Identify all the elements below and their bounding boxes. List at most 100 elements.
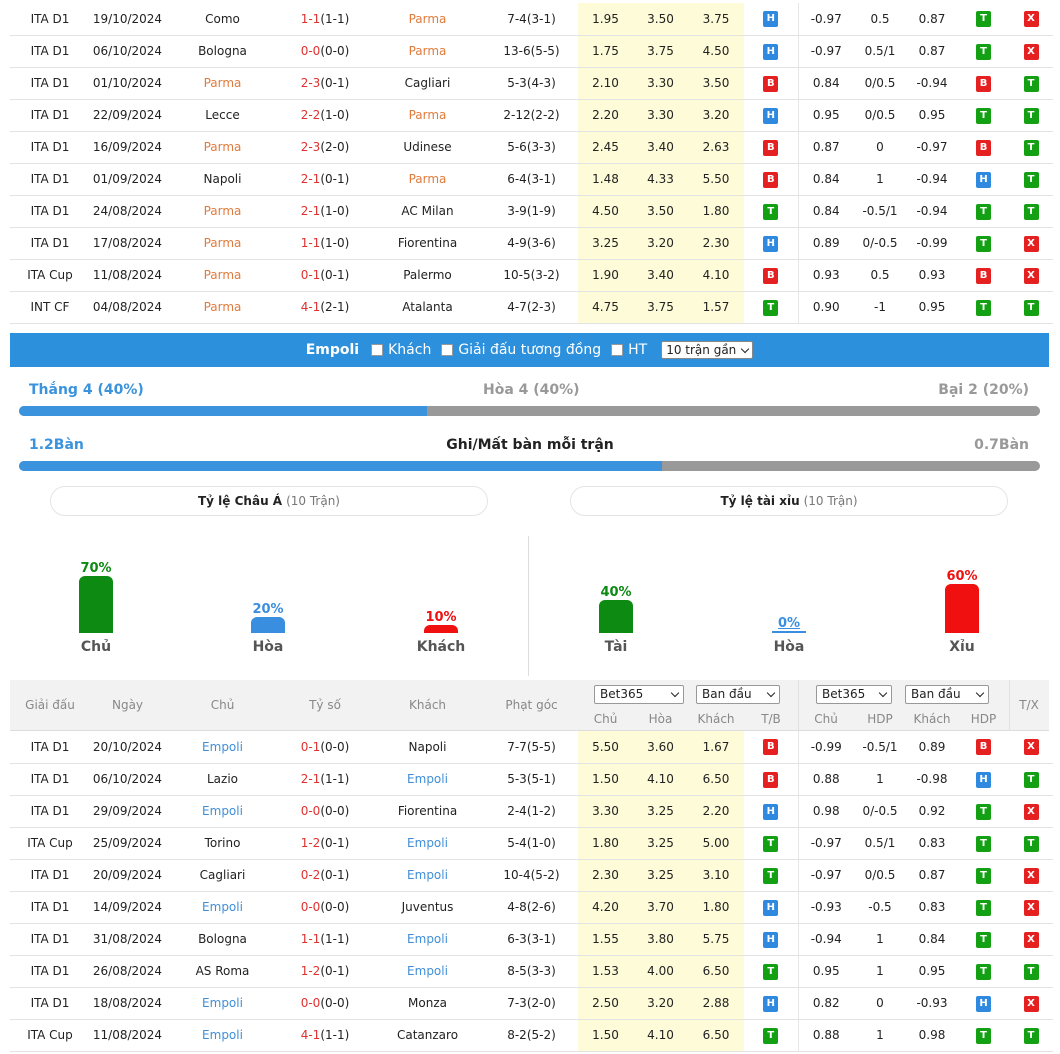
home-team-cell[interactable]: Empoli [165, 987, 280, 1020]
result-badge: H [976, 995, 991, 1012]
match-row[interactable]: ITA D1 22/09/2024 Lecce 2-2(1-0) Parma 2-12(2… [10, 99, 1053, 132]
odds-draw-cell: 3.25 [633, 859, 688, 892]
match-row[interactable]: ITA D1 06/10/2024 Bologna 0-0(0-0) Parma 13-6… [10, 35, 1053, 68]
away-team-cell[interactable]: Palermo [370, 259, 485, 292]
score-cell[interactable]: 2-1(0-1) [280, 163, 370, 196]
away-team-cell[interactable]: Atalanta [370, 291, 485, 324]
score-cell[interactable]: 2-3(0-1) [280, 67, 370, 100]
score-cell[interactable]: 2-1(1-1) [280, 763, 370, 796]
away-team-cell[interactable]: Catanzaro [370, 1019, 485, 1052]
score-cell[interactable]: 0-1(0-0) [280, 731, 370, 764]
away-team-cell[interactable]: Cagliari [370, 67, 485, 100]
odds-home-cell: 4.20 [578, 891, 633, 924]
away-filter[interactable]: Khách [371, 342, 431, 358]
away-team-cell[interactable]: Fiorentina [370, 795, 485, 828]
away-team-cell[interactable]: Empoli [370, 763, 485, 796]
away-team-cell[interactable]: Empoli [370, 827, 485, 860]
match-row[interactable]: ITA D1 16/09/2024 Parma 2-3(2-0) Udinese 5-6(… [10, 131, 1053, 164]
corner-cell: 7-4(3-1) [485, 3, 578, 36]
home-team-cell[interactable]: Torino [165, 827, 280, 860]
bookmaker-select-1[interactable]: Bet365 [594, 685, 684, 704]
home-team-cell[interactable]: Empoli [165, 731, 280, 764]
home-team-cell[interactable]: Parma [165, 131, 280, 164]
away-team-cell[interactable]: Parma [370, 3, 485, 36]
away-team-cell[interactable]: AC Milan [370, 195, 485, 228]
match-row[interactable]: ITA D1 01/09/2024 Napoli 2-1(0-1) Parma 6-4(3… [10, 163, 1053, 196]
home-team-cell[interactable]: Bologna [165, 923, 280, 956]
score-cell[interactable]: 2-3(2-0) [280, 131, 370, 164]
home-team-cell[interactable]: Empoli [165, 891, 280, 924]
match-row[interactable]: ITA Cup 11/08/2024 Parma 0-1(0-1) Palermo 10-… [10, 259, 1053, 292]
match-row[interactable]: ITA D1 17/08/2024 Parma 1-1(1-0) Fiorentina 4… [10, 227, 1053, 260]
home-team-cell[interactable]: Parma [165, 291, 280, 324]
match-row[interactable]: INT CF 04/08/2024 Parma 4-1(2-1) Atalanta 4-7… [10, 291, 1053, 324]
home-team-cell[interactable]: Parma [165, 227, 280, 260]
match-count-select[interactable]: 10 trận gần [661, 341, 754, 359]
score-cell[interactable]: 0-2(0-1) [280, 859, 370, 892]
ht-filter[interactable]: HT [611, 342, 647, 358]
bookmaker-select-2[interactable]: Bet365 [816, 685, 892, 704]
away-team-cell[interactable]: Parma [370, 99, 485, 132]
score-cell[interactable]: 1-1(1-1) [280, 923, 370, 956]
score-cell[interactable]: 0-0(0-0) [280, 795, 370, 828]
ht-checkbox[interactable] [611, 344, 624, 356]
match-row[interactable]: ITA Cup 11/08/2024 Empoli 4-1(1-1) Catanzaro… [10, 1019, 1053, 1052]
away-team-cell[interactable]: Empoli [370, 923, 485, 956]
away-team-cell[interactable]: Parma [370, 163, 485, 196]
score-cell[interactable]: 0-0(0-0) [280, 891, 370, 924]
away-team-cell[interactable]: Empoli [370, 859, 485, 892]
date-cell: 26/08/2024 [90, 955, 165, 988]
odds-type-select-1[interactable]: Ban đầu [696, 685, 780, 704]
away-team-cell[interactable]: Napoli [370, 731, 485, 764]
match-row[interactable]: ITA D1 31/08/2024 Bologna 1-1(1-1) Empoli 6-3… [10, 923, 1053, 956]
match-row[interactable]: ITA D1 24/08/2024 Parma 2-1(1-0) AC Milan 3-9… [10, 195, 1053, 228]
score-cell[interactable]: 4-1(1-1) [280, 1019, 370, 1052]
home-team-cell[interactable]: Como [165, 3, 280, 36]
score-cell[interactable]: 2-1(1-0) [280, 195, 370, 228]
match-row[interactable]: ITA Cup 25/09/2024 Torino 1-2(0-1) Empoli 5-4… [10, 827, 1053, 860]
score-cell[interactable]: 2-2(1-0) [280, 99, 370, 132]
score-cell[interactable]: 1-2(0-1) [280, 955, 370, 988]
home-team-cell[interactable]: Parma [165, 195, 280, 228]
match-row[interactable]: ITA D1 14/09/2024 Empoli 0-0(0-0) Juventus 4-… [10, 891, 1053, 924]
match-row[interactable]: ITA D1 20/09/2024 Cagliari 0-2(0-1) Empoli 10… [10, 859, 1053, 892]
match-row[interactable]: ITA D1 18/08/2024 Empoli 0-0(0-0) Monza 7-3(2… [10, 987, 1053, 1020]
home-team-cell[interactable]: Parma [165, 67, 280, 100]
match-row[interactable]: ITA D1 29/09/2024 Empoli 0-0(0-0) Fiorentina… [10, 795, 1053, 828]
home-team-cell[interactable]: Parma [165, 259, 280, 292]
home-team-cell[interactable]: Empoli [165, 795, 280, 828]
home-team-cell[interactable]: Empoli [165, 1019, 280, 1052]
result-badge: T [976, 899, 991, 916]
score-cell[interactable]: 4-1(2-1) [280, 291, 370, 324]
match-row[interactable]: ITA D1 20/10/2024 Empoli 0-1(0-0) Napoli 7-7(… [10, 731, 1053, 764]
odds-type-select-2[interactable]: Ban đầu [905, 685, 989, 704]
match-row[interactable]: ITA D1 19/10/2024 Como 1-1(1-1) Parma 7-4(3-1… [10, 3, 1053, 36]
away-team-cell[interactable]: Fiorentina [370, 227, 485, 260]
score-cell[interactable]: 0-1(0-1) [280, 259, 370, 292]
away-team-cell[interactable]: Parma [370, 35, 485, 68]
away-team-cell[interactable]: Udinese [370, 131, 485, 164]
match-row[interactable]: ITA D1 01/10/2024 Parma 2-3(0-1) Cagliari 5-3… [10, 67, 1053, 100]
home-team-cell[interactable]: Napoli [165, 163, 280, 196]
tx-result-cell: T [1009, 763, 1053, 796]
home-team-cell[interactable]: Lecce [165, 99, 280, 132]
home-team-cell[interactable]: Cagliari [165, 859, 280, 892]
home-team-cell[interactable]: Bologna [165, 35, 280, 68]
home-team-cell[interactable]: AS Roma [165, 955, 280, 988]
score-cell[interactable]: 0-0(0-0) [280, 987, 370, 1020]
result-badge: B [763, 267, 779, 284]
away-checkbox[interactable] [371, 344, 384, 356]
score-cell[interactable]: 1-2(0-1) [280, 827, 370, 860]
score-cell[interactable]: 0-0(0-0) [280, 35, 370, 68]
away-team-cell[interactable]: Juventus [370, 891, 485, 924]
result-badge: T [763, 203, 779, 220]
away-team-cell[interactable]: Monza [370, 987, 485, 1020]
same-league-filter[interactable]: Giải đấu tương đồng [441, 342, 601, 358]
score-cell[interactable]: 1-1(1-0) [280, 227, 370, 260]
home-team-cell[interactable]: Lazio [165, 763, 280, 796]
match-row[interactable]: ITA D1 06/10/2024 Lazio 2-1(1-1) Empoli 5-3(5… [10, 763, 1053, 796]
same-league-checkbox[interactable] [441, 344, 454, 356]
match-row[interactable]: ITA D1 26/08/2024 AS Roma 1-2(0-1) Empoli 8-5… [10, 955, 1053, 988]
score-cell[interactable]: 1-1(1-1) [280, 3, 370, 36]
away-team-cell[interactable]: Empoli [370, 955, 485, 988]
